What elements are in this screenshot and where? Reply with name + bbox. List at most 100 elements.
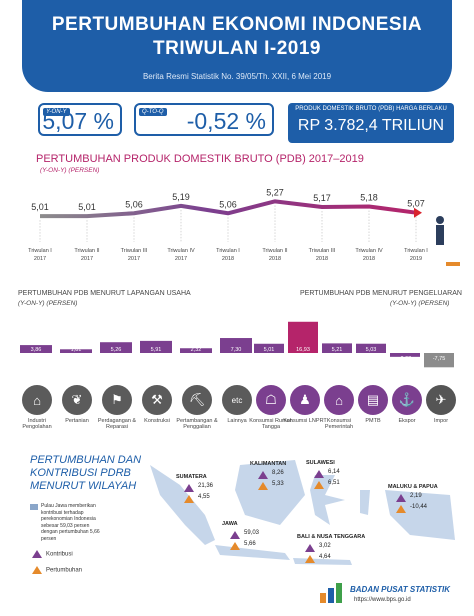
qtoq-tag: Q-TO-Q [139,108,167,116]
category-label: Konsumsi Rumah Tangga [249,418,293,431]
region-name: KALIMANTAN [250,461,287,467]
yoy-value: 5,07 % [42,108,114,134]
gdp-chart-title: PERTUMBUHAN PRODUK DOMESTIK BRUTO (PDB) … [36,153,364,165]
region-pertumbuhan-value: -10,44 [410,504,428,510]
region-kontribusi-value: 2,19 [410,493,422,499]
pertumbuhan-triangle-icon [314,481,324,489]
pertumbuhan-triangle-icon [258,482,268,490]
region-name: SUMATERA [176,474,207,480]
pertumbuhan-triangle-icon [184,495,194,503]
sector-bar-label: 7,30 [231,347,242,353]
pdb-stat-box: PRODUK DOMESTIK BRUTO (PDB) HARGA BERLAK… [288,103,454,143]
gdp-quarter-label: Triwulan I [216,248,240,254]
region-pertumbuhan-value: 6,51 [328,480,340,486]
investment-icon: ▤ [358,385,388,415]
region-title-line1: PERTUMBUHAN DAN [30,454,142,466]
sector-bar [100,342,132,353]
pertumbuhan-triangle-icon [396,505,406,513]
gdp-year-label: 2018 [269,256,281,262]
bps-url: https://www.bps.go.id [354,597,411,603]
factory-icon: ⌂ [22,385,52,415]
kontribusi-triangle-icon [32,550,42,558]
page-title-line2: TRIWULAN I-2019 [153,38,321,59]
export-icon: ⚓ [392,385,422,415]
gdp-quarter-label: Triwulan II [262,248,288,254]
category-label: Ekspor [398,418,416,424]
yoy-stat-box: Y-ON-Y 5,07 % [38,103,122,136]
yoy-tag: Y-ON-Y [43,108,70,116]
expenditure-bar-label: 5,01 [264,347,275,353]
gdp-quarter-label: Triwulan III [121,248,148,254]
bps-logo [320,583,342,603]
gdp-year-label: 2018 [316,256,328,262]
expenditure-bar [390,353,420,357]
sumatera-shape [150,465,215,545]
gdp-quarter-label: Triwulan III [309,248,336,254]
region-title-line2: KONTRIBUSI PDRB [30,467,131,479]
region-note: Pulau Jawa memberikan kontribusi terhada… [41,503,100,542]
etc-icon: etc [222,385,252,415]
gdp-value-label: 5,06 [219,199,237,209]
household-icon: ☖ [256,385,286,415]
sector-chart-title: PERTUMBUHAN PDB MENURUT LAPANGAN USAHA [18,290,191,297]
sector-bar-label: 1,81 [71,347,82,353]
gdp-year-label: 2017 [175,256,187,262]
sector-bar-label: 3,86 [31,347,42,353]
gdp-line-chart: 5,01 Triwulan I 2017 5,01 Triwulan II 2017 5,0… [28,187,460,266]
region-name: BALI & NUSA TENGGARA [297,534,366,540]
region-pertumbuhan-value: 5,66 [244,541,256,547]
government-icon: ⌂ [324,385,354,415]
maluku-shape [360,490,370,515]
kontribusi-triangle-icon [230,531,240,539]
note-icon [30,504,38,510]
expenditure-bar [254,343,284,353]
leaf-icon: ❦ [62,385,92,415]
jawa-shape [215,545,290,560]
category-label: Impor [433,418,449,424]
kontribusi-triangle-icon [314,470,324,478]
gdp-year-label: 2018 [363,256,375,262]
gdp-value-label: 5,27 [266,187,284,197]
expenditure-chart-ylabel: (Y-ON-Y) (PERSEN) [390,300,450,307]
region-pertumbuhan-value: 4,55 [198,494,210,500]
sector-bar-label: 5,91 [151,347,162,353]
gdp-value-label: 5,19 [172,192,190,202]
gdp-line [40,199,417,219]
kontribusi-triangle-icon [184,484,194,492]
expenditure-bar [322,343,352,353]
region-pertumbuhan-value: 4,64 [319,554,331,560]
sector-bar [180,348,212,353]
sector-bar-charts: 3,86 1,81 5,26 5,91 2,32 7,30 5,01 16,93 5,21 5,0… [20,321,454,368]
expenditure-bar [424,353,454,368]
sector-bar [220,338,252,353]
person-figure-head [436,216,444,224]
page-subtitle: Berita Resmi Statistik No. 39/05/Th. XXI… [142,72,332,81]
gdp-value-label: 5,18 [360,192,378,202]
gdp-year-label: 2017 [128,256,140,262]
qtoq-value: -0,52 % [186,108,266,134]
expenditure-chart-title: PERTUMBUHAN PDB MENURUT PENGELUARAN [300,290,462,297]
region-kontribusi-value: 59,03 [244,530,260,536]
gdp-value-label: 5,06 [125,199,143,209]
gdp-value-label: 5,17 [313,193,331,203]
mining-icon: ⛏ [182,385,212,415]
category-label: Pertanian [65,418,89,424]
region-name: MALUKU & PAPUA [388,484,438,490]
pertumbuhan-triangle-icon [32,566,42,574]
legend-kontribusi: Kontribusi [32,550,73,558]
region-pertumbuhan-value: 5,33 [272,481,284,487]
gdp-value-label: 5,01 [31,202,49,212]
gdp-arrowhead [414,207,422,218]
papua-shape [385,490,455,540]
category-label: Konsumsi Pemerintah [324,418,354,431]
gdp-quarter-label: Triwulan IV [355,248,383,254]
category-label: Konsumsi LNPRT [283,418,327,424]
region-kontribusi-value: 6,14 [328,469,340,475]
region-kontribusi-value: 8,26 [272,470,284,476]
sector-bar-label: 5,26 [111,347,122,353]
sector-bar [60,349,92,353]
indonesia-map [150,460,455,565]
region-kontribusi-value: 21,36 [198,483,214,489]
kontribusi-triangle-icon [305,544,315,552]
gdp-year-label: 2017 [81,256,93,262]
